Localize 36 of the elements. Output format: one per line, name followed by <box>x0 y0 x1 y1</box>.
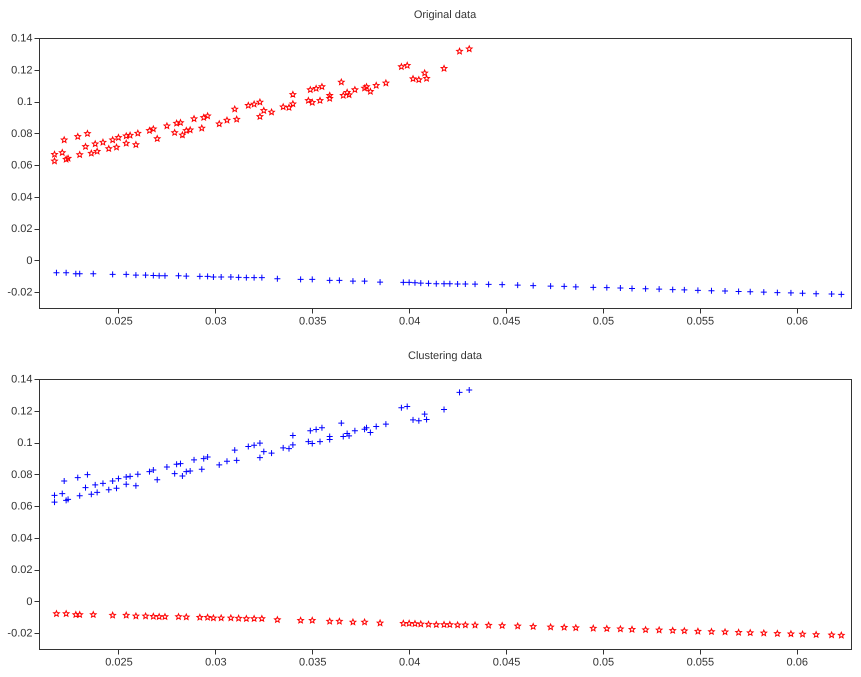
y-tick-label: 0.06 <box>11 500 32 513</box>
y-tick-label: 0.04 <box>11 532 32 544</box>
y-tick-label: 0 <box>26 254 32 267</box>
y-tick-label: -0.02 <box>7 286 32 299</box>
y-tick-label: 0.12 <box>11 405 32 418</box>
y-tick-label: 0.14 <box>11 32 32 44</box>
y-tick-label: 0.04 <box>11 191 32 204</box>
x-tick-label: 0.05 <box>592 656 614 668</box>
x-tick-label: 0.04 <box>398 656 420 668</box>
x-tick-label: 0.035 <box>298 656 327 668</box>
x-tick-label: 0.025 <box>105 656 133 668</box>
y-tick-label: 0.1 <box>17 96 32 108</box>
y-tick-label: -0.02 <box>7 628 32 640</box>
y-tick-label: 0.02 <box>11 564 32 576</box>
x-tick-label: 0.035 <box>298 316 327 328</box>
y-tick-label: 0.02 <box>11 223 32 236</box>
x-tick-label: 0.025 <box>105 316 133 328</box>
y-tick-label: 0.08 <box>11 128 32 140</box>
x-tick-label: 0.045 <box>492 316 520 328</box>
x-tick-label: 0.04 <box>398 316 420 328</box>
chart-title: Original data <box>414 9 478 21</box>
x-tick-label: 0.03 <box>205 656 227 668</box>
y-tick-label: 0.08 <box>11 468 32 481</box>
y-tick-label: 0.12 <box>11 64 32 76</box>
y-tick-label: 0.06 <box>11 160 32 172</box>
y-tick-label: 0 <box>26 596 32 608</box>
chart-title: Clustering data <box>408 350 483 362</box>
x-tick-label: 0.055 <box>686 316 714 328</box>
x-tick-label: 0.055 <box>686 656 714 668</box>
x-tick-label: 0.045 <box>492 656 520 668</box>
y-tick-label: 0.1 <box>17 437 32 450</box>
x-tick-label: 0.06 <box>786 316 808 328</box>
x-tick-label: 0.06 <box>786 656 808 668</box>
x-tick-label: 0.05 <box>592 316 614 328</box>
y-tick-label: 0.14 <box>11 374 32 386</box>
x-tick-label: 0.03 <box>205 316 227 328</box>
